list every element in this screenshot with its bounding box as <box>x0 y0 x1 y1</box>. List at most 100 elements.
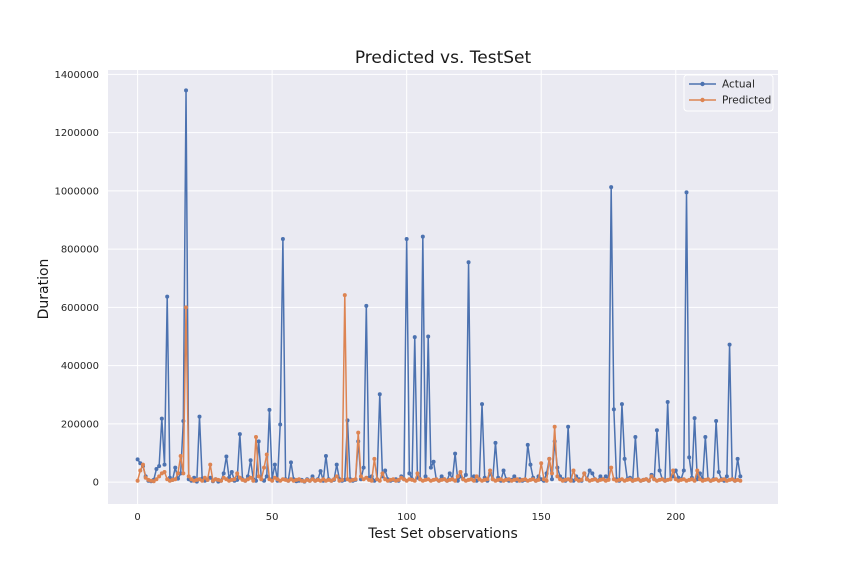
data-point-actual <box>681 468 686 473</box>
x-tick-label: 200 <box>666 512 685 523</box>
data-point-predicted <box>200 478 205 483</box>
y-axis-label: Duration <box>36 259 52 320</box>
data-point-actual <box>501 468 506 473</box>
data-point-predicted <box>173 477 178 482</box>
data-point-predicted <box>270 478 275 483</box>
data-point-actual <box>423 474 428 479</box>
data-point-actual <box>165 294 170 299</box>
data-point-predicted <box>356 430 361 435</box>
data-point-predicted <box>186 474 191 479</box>
data-point-predicted <box>334 474 339 479</box>
data-point-actual <box>466 260 471 265</box>
data-point-actual <box>412 335 417 340</box>
data-point-predicted <box>138 468 143 473</box>
data-point-actual <box>377 392 382 397</box>
legend-actual-marker <box>700 81 705 87</box>
data-point-predicted <box>609 465 614 470</box>
data-point-predicted <box>606 477 611 482</box>
chart-title: Predicted vs. TestSet <box>355 48 532 68</box>
data-point-actual <box>439 474 444 479</box>
data-point-actual <box>587 468 592 473</box>
data-point-actual <box>687 455 692 460</box>
data-point-predicted <box>232 477 237 482</box>
data-point-predicted <box>455 474 460 479</box>
y-tick-label: 1000000 <box>54 186 99 197</box>
data-point-predicted <box>181 471 186 476</box>
data-point-predicted <box>219 478 224 483</box>
data-point-predicted <box>353 477 358 482</box>
data-point-actual <box>224 454 229 459</box>
data-point-predicted <box>256 474 261 479</box>
data-point-actual <box>135 457 140 462</box>
data-point-predicted <box>135 478 140 483</box>
y-tick-labels: 0 200000 400000 600000 800000 1000000 1200000 1… <box>54 70 99 489</box>
data-point-actual <box>609 185 614 190</box>
data-point-predicted <box>547 456 552 461</box>
data-point-actual <box>323 453 328 458</box>
x-axis-label: Test Set observations <box>367 526 518 542</box>
data-point-actual <box>280 236 285 241</box>
data-point-actual <box>431 459 436 464</box>
data-point-actual <box>525 442 530 447</box>
y-tick-label: 0 <box>93 478 99 489</box>
data-point-actual <box>512 474 517 479</box>
x-tick-label: 50 <box>266 512 279 523</box>
data-point-predicted <box>571 468 576 473</box>
data-point-actual <box>237 432 242 437</box>
data-point-actual <box>566 424 571 429</box>
legend-predicted-label: Predicted <box>722 95 771 107</box>
data-point-actual <box>665 400 670 405</box>
data-point-actual <box>738 474 743 479</box>
data-point-predicted <box>568 478 573 483</box>
data-point-actual <box>463 472 468 477</box>
data-point-predicted <box>453 478 458 483</box>
data-point-predicted <box>539 461 544 466</box>
data-point-actual <box>404 236 409 241</box>
data-point-predicted <box>178 453 183 458</box>
data-point-predicted <box>340 477 345 482</box>
data-point-predicted <box>358 474 363 479</box>
data-point-actual <box>159 416 164 421</box>
data-point-actual <box>727 342 732 347</box>
data-point-actual <box>383 468 388 473</box>
data-point-actual <box>453 451 458 456</box>
data-point-actual <box>267 407 272 412</box>
data-point-predicted <box>415 471 420 476</box>
y-tick-label: 1400000 <box>54 70 99 81</box>
data-point-actual <box>278 422 283 427</box>
data-point-actual <box>603 474 608 479</box>
data-point-actual <box>221 471 226 476</box>
data-point-actual <box>361 465 366 470</box>
data-point-actual <box>334 462 339 467</box>
data-point-actual <box>162 462 167 467</box>
data-point-predicted <box>377 478 382 483</box>
data-point-predicted <box>412 478 417 483</box>
data-point-actual <box>598 474 603 479</box>
data-point-actual <box>716 469 721 474</box>
data-point-predicted <box>157 474 162 479</box>
data-point-predicted <box>154 477 159 482</box>
data-point-predicted <box>474 474 479 479</box>
data-point-predicted <box>380 471 385 476</box>
data-point-predicted <box>471 478 476 483</box>
data-point-actual <box>654 428 659 433</box>
data-point-actual <box>590 471 595 476</box>
data-point-actual <box>288 460 293 465</box>
data-point-predicted <box>668 477 673 482</box>
data-point-actual <box>493 440 498 445</box>
data-point-predicted <box>555 474 560 479</box>
data-point-actual <box>724 474 729 479</box>
data-point-actual <box>173 465 178 470</box>
data-point-predicted <box>342 293 347 298</box>
data-point-actual <box>528 462 533 467</box>
data-point-predicted <box>140 462 145 467</box>
series-layer <box>135 88 743 484</box>
x-tick-label: 150 <box>532 512 551 523</box>
data-point-actual <box>692 416 697 421</box>
data-point-actual <box>714 418 719 423</box>
data-point-actual <box>157 464 162 469</box>
data-point-predicted <box>646 478 651 483</box>
data-point-predicted <box>372 456 377 461</box>
data-point-predicted <box>205 477 210 482</box>
